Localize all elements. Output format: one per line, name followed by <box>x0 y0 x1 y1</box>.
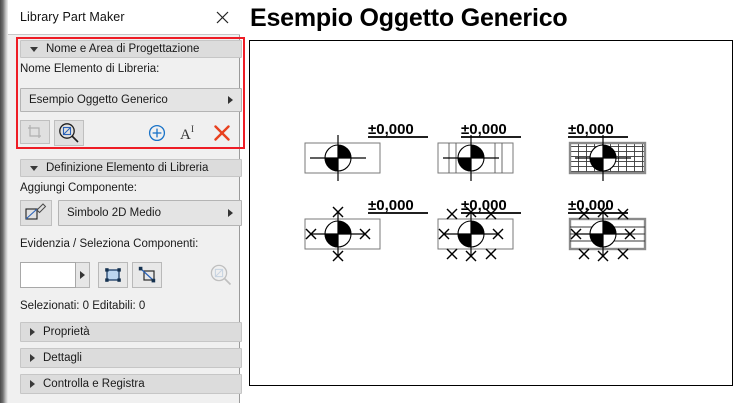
symbol-hatched-hotspots <box>568 206 647 262</box>
elevation-label: ±0,000 <box>368 121 414 138</box>
section-header-dettagli[interactable]: Dettagli <box>20 348 242 368</box>
symbol-lined-hotspots <box>437 206 514 262</box>
svg-text:I: I <box>191 124 194 134</box>
delete-x-icon[interactable] <box>210 121 234 145</box>
add-component-value: Simbolo 2D Medio <box>67 207 161 219</box>
chevron-down-icon <box>30 165 38 171</box>
section-header-controlla-registra[interactable]: Controlla e Registra <box>20 374 242 394</box>
symbol-hatched <box>568 134 647 182</box>
elevation-label: ±0,000 <box>461 121 507 138</box>
component-selector-dropdown-icon[interactable] <box>76 262 90 288</box>
section-label: Proprietà <box>43 326 90 338</box>
panel-title: Library Part Maker <box>20 10 125 24</box>
chevron-down-icon <box>30 46 38 52</box>
chevron-right-icon <box>30 380 35 388</box>
label-evidenzia-seleziona: Evidenzia / Seleziona Componenti: <box>20 238 199 250</box>
symbol-plain <box>304 134 381 182</box>
symbol-lined <box>437 134 514 182</box>
select-partial-icon[interactable] <box>132 262 162 288</box>
label-aggiungi-componente: Aggiungi Componente: <box>20 182 137 194</box>
svg-text:A: A <box>180 127 191 143</box>
panel-titlebar: Library Part Maker <box>8 0 240 35</box>
library-part-name-combo[interactable]: Esempio Oggetto Generico <box>20 88 242 112</box>
section-label: Dettagli <box>43 352 82 364</box>
select-all-icon[interactable] <box>98 262 128 288</box>
library-part-maker-panel: Library Part Maker Nome e Area di Proget… <box>8 0 245 403</box>
section-label: Controlla e Registra <box>43 378 145 390</box>
component-selector-input[interactable] <box>20 262 76 288</box>
rename-text-icon[interactable]: A I <box>178 122 202 144</box>
draw-symbol-icon[interactable] <box>20 200 52 226</box>
window-edge-gutter <box>0 0 8 403</box>
section-header-definizione[interactable]: Definizione Elemento di Libreria <box>20 159 242 177</box>
chevron-right-icon <box>228 96 233 104</box>
section-label: Nome e Area di Progettazione <box>46 43 200 55</box>
drawing-canvas[interactable]: ±0,000 ±0,000 ±0,000 ± <box>249 40 733 386</box>
elevation-label: ±0,000 <box>568 121 614 138</box>
elevation-label: ±0,000 <box>568 197 614 214</box>
zoom-components-icon[interactable] <box>206 261 236 289</box>
add-component-combo[interactable]: Simbolo 2D Medio <box>58 200 242 226</box>
section-header-proprieta[interactable]: Proprietà <box>20 322 242 342</box>
plus-circle-icon[interactable] <box>146 122 168 144</box>
canvas-title: Esempio Oggetto Generico <box>250 4 568 32</box>
elevation-label: ±0,000 <box>368 197 414 214</box>
chevron-right-icon <box>228 209 233 217</box>
label-nome-elemento: Nome Elemento di Libreria: <box>20 63 160 75</box>
section-label: Definizione Elemento di Libreria <box>46 162 209 174</box>
elevation-label: ±0,000 <box>461 197 507 214</box>
selection-status: Selezionati: 0 Editabili: 0 <box>20 300 146 312</box>
chevron-right-icon <box>30 328 35 336</box>
canvas-drawing: ±0,000 ±0,000 ±0,000 ± <box>304 121 647 262</box>
symbol-plain-hotspots <box>304 206 381 262</box>
close-icon[interactable] <box>207 2 238 33</box>
section-header-nome-area[interactable]: Nome e Area di Progettazione <box>20 40 242 58</box>
zoom-selection-icon[interactable] <box>54 120 84 146</box>
library-part-name-value: Esempio Oggetto Generico <box>29 94 168 106</box>
crop-area-icon[interactable] <box>20 120 50 144</box>
chevron-right-icon <box>30 354 35 362</box>
